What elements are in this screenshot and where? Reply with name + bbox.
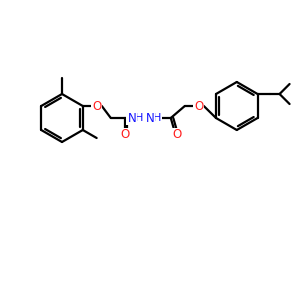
Text: O: O bbox=[120, 128, 129, 142]
Text: H: H bbox=[135, 113, 143, 123]
Text: O: O bbox=[194, 100, 203, 112]
Text: N: N bbox=[128, 112, 136, 124]
Text: H: H bbox=[153, 113, 161, 123]
Text: O: O bbox=[172, 128, 182, 142]
Text: O: O bbox=[92, 100, 101, 112]
Text: N: N bbox=[146, 112, 154, 124]
